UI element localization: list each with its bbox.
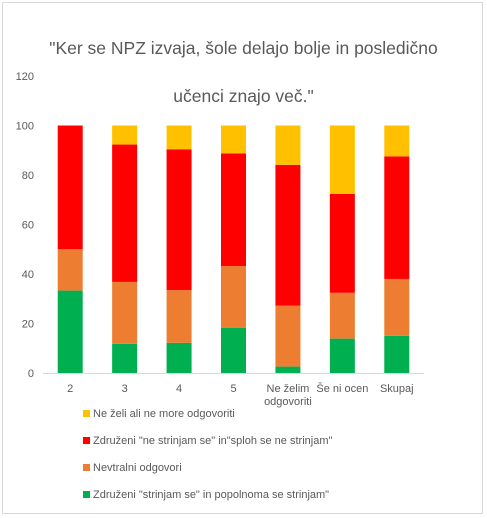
bar-segment [221, 266, 246, 328]
legend-swatch-nevtralni [83, 464, 90, 471]
legend-swatch-ne-strinjam [83, 437, 90, 444]
bar-segment [275, 164, 301, 306]
x-axis-labels: 2 3 4 5 Ne želim odgovoriti Še ni ocen Skupaj [67, 382, 413, 408]
bar-segment [384, 125, 410, 157]
bar-segment [329, 125, 355, 194]
bar-segment [57, 249, 83, 291]
x-tick-label: Še ni ocen [316, 382, 368, 395]
legend-label-ne-zeli: Ne želi ali ne more odgovoriti [93, 408, 235, 420]
bar-segment [384, 156, 410, 279]
y-tick-label: 60 [22, 220, 34, 232]
bar-segment [57, 125, 83, 250]
bar-segment [112, 125, 138, 145]
bar-segment [112, 343, 138, 373]
x-tick-label: 5 [230, 383, 236, 395]
bar-segment [221, 327, 246, 373]
x-tick-label: 4 [176, 383, 182, 395]
chart-title: "Ker se NPZ izvaja, šole delajo bolje in… [20, 12, 467, 108]
y-tick-label: 0 [28, 368, 34, 380]
bar-segment [275, 366, 301, 373]
legend-item-ne-strinjam: Združeni "ne strinjam se" in"sploh se ne… [83, 434, 463, 448]
bar-segment [57, 290, 83, 373]
legend-swatch-ne-zeli [83, 410, 90, 417]
bar-segment [221, 153, 246, 267]
legend-swatch-strinjam [83, 491, 90, 498]
x-tick-label: Ne želim odgovoriti [264, 383, 312, 408]
bar-segment [275, 305, 301, 367]
y-tick-label: 120 [16, 71, 34, 83]
bar-segment [166, 149, 192, 291]
bar-segment [221, 125, 246, 154]
bar-segment [329, 338, 355, 373]
x-tick-label: 2 [67, 383, 73, 395]
bar-segment [384, 278, 410, 336]
bar-segment [384, 335, 410, 373]
bar-stacks [57, 125, 410, 373]
x-tick-label: 3 [122, 383, 128, 395]
chart-title-line-1: "Ker se NPZ izvaja, šole delajo bolje in… [49, 38, 438, 58]
y-tick-label: 80 [22, 170, 34, 182]
legend-item-nevtralni: Nevtralni odgovori [83, 461, 463, 475]
bar-segment [166, 290, 192, 343]
legend-label-ne-strinjam: Združeni "ne strinjam se" in"sploh se ne… [93, 435, 333, 447]
legend-label-nevtralni: Nevtralni odgovori [93, 462, 182, 474]
y-tick-label: 40 [22, 269, 34, 281]
legend-label-strinjam: Združeni "strinjam se" in popolnoma se s… [93, 489, 330, 501]
x-tick-label: Skupaj [380, 383, 414, 395]
bar-segment [329, 193, 355, 293]
bar-segment [166, 125, 192, 150]
bar-segment [166, 342, 192, 373]
bar-segment [112, 144, 138, 282]
y-axis-labels: 0 20 40 60 80 100 120 [16, 71, 34, 380]
y-tick-label: 100 [16, 121, 34, 133]
y-tick-label: 20 [22, 319, 34, 331]
legend-item-strinjam: Združeni "strinjam se" in popolnoma se s… [83, 488, 463, 502]
chart-title-line-2: učenci znajo več." [173, 86, 314, 106]
bar-segment [329, 292, 355, 339]
bar-segment [112, 281, 138, 344]
bar-segment [275, 125, 301, 165]
legend-item-ne-zeli: Ne želi ali ne more odgovoriti [83, 407, 463, 421]
